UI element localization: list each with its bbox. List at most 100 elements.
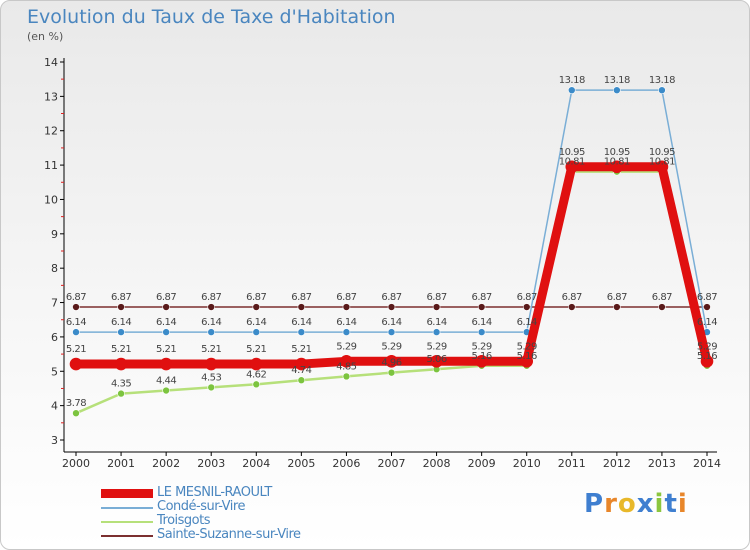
data-label-le-mesnil-raoult: 5.29 [472, 341, 492, 352]
data-label-le-mesnil-raoult: 5.21 [111, 344, 131, 355]
data-point-troisgots [252, 380, 261, 389]
data-point-troisgots [387, 368, 396, 377]
data-point-sainte-suzanne-sur-vire [252, 303, 261, 311]
proxiti-logo[interactable]: Proxiti [584, 489, 688, 519]
legend-swatch-troisgots [101, 521, 153, 523]
x-tick-label: 2012 [603, 457, 631, 470]
x-tick-label: 2002 [152, 457, 180, 470]
data-point-sainte-suzanne-sur-vire [477, 303, 486, 311]
logo-letter: o [617, 489, 637, 519]
data-point-sainte-suzanne-sur-vire [297, 303, 306, 311]
data-point-sainte-suzanne-sur-vire [522, 303, 531, 311]
data-label-conde-sur-vire: 6.14 [517, 317, 537, 328]
data-label-sainte-suzanne-sur-vire: 6.87 [381, 292, 401, 303]
data-label-troisgots: 10.81 [559, 157, 585, 168]
x-tick-label: 2009 [468, 457, 496, 470]
data-point-conde-sur-vire [432, 328, 441, 336]
data-point-le-mesnil-raoult [655, 160, 669, 174]
data-point-sainte-suzanne-sur-vire [117, 303, 125, 311]
y-tick-label: 7 [51, 297, 58, 310]
data-label-troisgots: 4.44 [156, 376, 176, 387]
data-label-sainte-suzanne-sur-vire: 6.87 [426, 292, 446, 303]
data-point-conde-sur-vire [207, 328, 216, 336]
data-label-troisgots: 10.81 [649, 157, 675, 168]
data-label-sainte-suzanne-sur-vire: 6.87 [111, 292, 131, 303]
data-label-le-mesnil-raoult: 5.21 [201, 344, 221, 355]
logo-letter: i [677, 489, 688, 519]
data-point-conde-sur-vire [658, 86, 666, 94]
data-label-conde-sur-vire: 6.14 [201, 317, 221, 328]
y-tick-label: 6 [51, 331, 58, 344]
data-label-conde-sur-vire: 6.14 [291, 317, 311, 328]
logo-letter: t [664, 489, 678, 519]
data-point-sainte-suzanne-sur-vire [703, 303, 711, 311]
data-label-troisgots: 4.96 [381, 358, 401, 369]
data-label-sainte-suzanne-sur-vire: 6.87 [562, 292, 582, 303]
data-point-le-mesnil-raoult [249, 357, 263, 371]
legend-label-conde-sur-vire: Condé-sur-Vire [157, 499, 245, 514]
data-point-sainte-suzanne-sur-vire [162, 303, 170, 311]
data-label-le-mesnil-raoult: 5.21 [66, 344, 86, 355]
data-label-conde-sur-vire: 6.14 [246, 317, 266, 328]
y-tick-label: 13 [44, 90, 58, 103]
legend-label-le-mesnil-raoult: LE MESNIL-RAOULT [157, 485, 272, 500]
data-label-troisgots: 5.16 [697, 351, 717, 362]
data-label-le-mesnil-raoult: 5.29 [517, 341, 537, 352]
data-label-conde-sur-vire: 6.14 [111, 317, 131, 328]
x-tick-label: 2004 [242, 457, 270, 470]
data-label-troisgots: 5.06 [426, 354, 446, 365]
y-tick-label: 9 [51, 228, 58, 241]
x-tick-label: 2011 [558, 457, 586, 470]
data-point-le-mesnil-raoult [159, 357, 173, 371]
y-tick-label: 14 [44, 56, 58, 69]
data-point-le-mesnil-raoult [700, 355, 714, 368]
data-label-sainte-suzanne-sur-vire: 6.87 [201, 292, 221, 303]
data-point-conde-sur-vire [72, 328, 80, 336]
data-label-sainte-suzanne-sur-vire: 6.87 [517, 292, 537, 303]
y-tick-label: 5 [51, 365, 58, 378]
data-label-conde-sur-vire: 6.14 [426, 317, 446, 328]
data-label-le-mesnil-raoult: 5.21 [156, 344, 176, 355]
legend-swatch-le-mesnil-raoult [101, 489, 153, 498]
data-point-troisgots [297, 376, 306, 385]
y-tick-label: 8 [51, 262, 58, 275]
data-point-sainte-suzanne-sur-vire [432, 303, 441, 311]
chart-title: Evolution du Taux de Taxe d'Habitation [27, 6, 396, 28]
data-point-sainte-suzanne-sur-vire [387, 303, 396, 311]
data-label-sainte-suzanne-sur-vire: 6.87 [652, 292, 672, 303]
data-label-conde-sur-vire: 6.14 [66, 317, 86, 328]
x-tick-label: 2010 [513, 457, 541, 470]
data-label-troisgots: 4.53 [201, 372, 221, 383]
data-label-le-mesnil-raoult: 5.21 [291, 344, 311, 355]
x-tick-label: 2000 [62, 457, 90, 470]
data-point-le-mesnil-raoult [610, 160, 624, 174]
data-label-sainte-suzanne-sur-vire: 6.87 [607, 292, 627, 303]
data-label-sainte-suzanne-sur-vire: 6.87 [472, 292, 492, 303]
data-label-le-mesnil-raoult: 10.95 [604, 147, 630, 158]
x-tick-label: 2001 [107, 457, 135, 470]
data-point-conde-sur-vire [567, 86, 576, 94]
logo-letter: r [604, 489, 618, 519]
x-tick-label: 2008 [423, 457, 451, 470]
data-label-sainte-suzanne-sur-vire: 6.87 [156, 292, 176, 303]
x-tick-label: 2013 [648, 457, 676, 470]
data-point-conde-sur-vire [342, 328, 351, 336]
chart-subtitle: (en %) [27, 30, 64, 43]
data-point-sainte-suzanne-sur-vire [72, 303, 80, 311]
y-tick-label: 12 [44, 125, 58, 138]
data-label-sainte-suzanne-sur-vire: 6.87 [336, 292, 356, 303]
data-point-sainte-suzanne-sur-vire [658, 303, 666, 311]
data-point-conde-sur-vire [252, 328, 261, 336]
data-point-troisgots [162, 386, 170, 395]
data-label-troisgots: 5.16 [472, 351, 492, 362]
x-tick-label: 2014 [693, 457, 721, 470]
legend-swatch-conde-sur-vire [101, 507, 153, 509]
data-label-troisgots: 4.74 [291, 365, 311, 376]
logo-letter: x [636, 489, 655, 519]
legend-swatch-sainte-suzanne-sur-vire [101, 535, 153, 537]
data-point-sainte-suzanne-sur-vire [613, 303, 621, 311]
x-tick-label: 2005 [287, 457, 315, 470]
data-label-troisgots: 4.35 [111, 379, 131, 390]
data-label-conde-sur-vire: 6.14 [472, 317, 492, 328]
